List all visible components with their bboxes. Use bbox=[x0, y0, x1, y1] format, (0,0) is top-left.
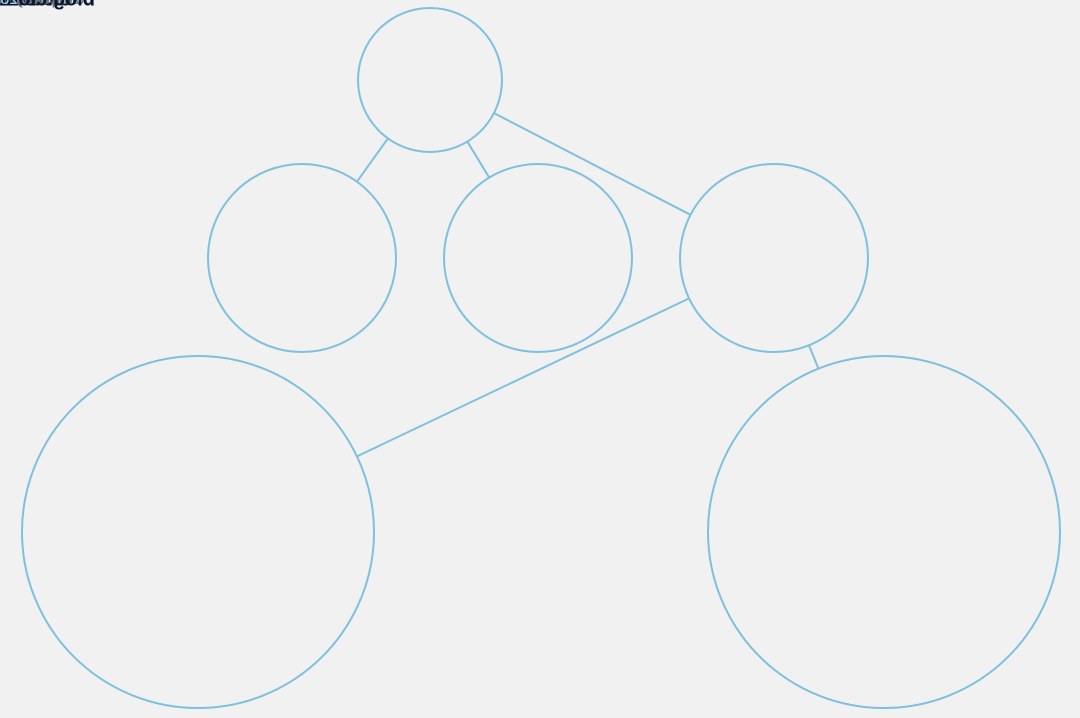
node-org-circle bbox=[208, 164, 396, 352]
node-blog: blog.cloudflare.comzone bbox=[0, 0, 1060, 708]
node-net: .netTLDzone bbox=[0, 0, 632, 352]
node-root-circle bbox=[358, 8, 502, 152]
node-cf-circle bbox=[22, 356, 374, 708]
node-org: .orgTLDzone bbox=[0, 0, 396, 352]
dns-zone-diagram: RootDomainzone.orgTLDzone.netTLDzone.com… bbox=[0, 0, 1080, 718]
node-cf: cloudflare.comsupport.cloudflare.comcomm… bbox=[0, 0, 374, 708]
node-net-circle bbox=[444, 164, 632, 352]
edge-root-org bbox=[357, 138, 388, 181]
node-com: .comTLDzone bbox=[0, 0, 868, 352]
edge-root-net bbox=[467, 142, 489, 178]
edge-com-cf bbox=[357, 298, 689, 456]
edge-root-com bbox=[494, 113, 691, 215]
node-root: RootDomainzone bbox=[0, 0, 502, 152]
edge-com-blog bbox=[809, 345, 818, 368]
node-com-circle bbox=[680, 164, 868, 352]
node-blog-circle bbox=[708, 356, 1060, 708]
node-blog-zone-label: zone bbox=[0, 0, 17, 8]
